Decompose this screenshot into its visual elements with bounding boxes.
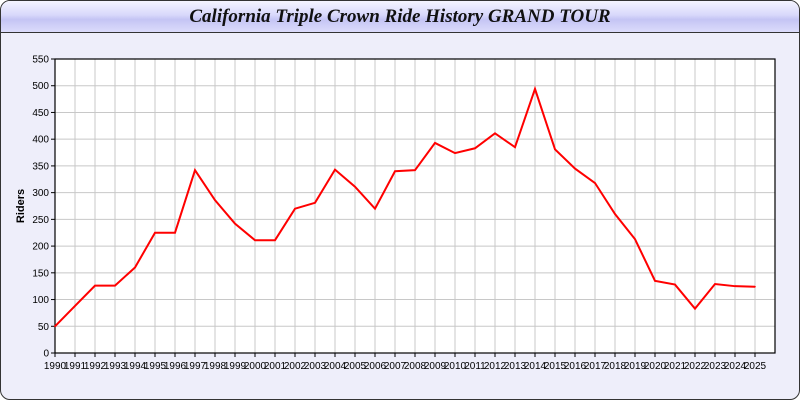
x-tick-label: 1993 [104, 361, 127, 372]
x-tick-label: 2025 [744, 361, 767, 372]
y-tick-label: 50 [38, 322, 50, 333]
y-tick-label: 400 [32, 135, 49, 146]
x-tick-label: 2004 [324, 361, 347, 372]
data-point [194, 169, 196, 171]
y-tick-label: 500 [32, 81, 49, 92]
x-tick-label: 2020 [644, 361, 667, 372]
data-point [414, 169, 416, 171]
data-point [314, 201, 316, 204]
data-point [594, 182, 596, 184]
x-tick-label: 2008 [404, 361, 427, 372]
data-point [274, 239, 276, 242]
data-point [134, 266, 136, 269]
data-point [234, 222, 236, 225]
x-tick-label: 2014 [524, 361, 547, 372]
x-tick-label: 2018 [604, 361, 627, 372]
data-point [694, 307, 696, 310]
x-tick-label: 2017 [584, 361, 607, 372]
data-point [154, 231, 156, 234]
x-tick-label: 2000 [244, 361, 267, 372]
x-tick-label: 2016 [564, 361, 587, 372]
x-tick-label: 2024 [724, 361, 747, 372]
y-tick-label: 100 [32, 295, 49, 306]
x-tick-label: 1991 [64, 361, 87, 372]
x-tick-label: 2019 [624, 361, 647, 372]
data-point [214, 199, 216, 201]
x-tick-label: 1992 [84, 361, 107, 372]
x-tick-label: 2001 [264, 361, 287, 372]
x-tick-label: 1999 [224, 361, 247, 372]
x-tick-label: 1997 [184, 361, 207, 372]
x-tick-label: 2022 [684, 361, 707, 372]
y-tick-label: 200 [32, 242, 49, 253]
x-tick-label: 1994 [124, 361, 147, 372]
y-tick-label: 250 [32, 215, 49, 226]
y-tick-label: 450 [32, 108, 49, 119]
data-point [634, 238, 636, 240]
y-tick-label: 550 [32, 55, 49, 66]
x-tick-label: 1995 [144, 361, 167, 372]
x-tick-label: 2013 [504, 361, 527, 372]
data-point [754, 285, 756, 288]
data-point [474, 147, 476, 150]
x-tick-label: 2007 [384, 361, 407, 372]
data-point [254, 239, 256, 242]
data-point [434, 142, 436, 144]
data-point [294, 207, 296, 210]
x-tick-label: 2006 [364, 361, 387, 372]
data-point [494, 132, 496, 135]
data-point [534, 88, 536, 90]
x-tick-label: 1998 [204, 361, 227, 372]
data-point [714, 283, 716, 285]
x-tick-label: 2021 [664, 361, 687, 372]
data-point [454, 152, 456, 154]
data-point [334, 168, 336, 171]
x-tick-label: 1996 [164, 361, 187, 372]
y-tick-label: 150 [32, 268, 49, 279]
data-point [554, 148, 556, 151]
data-point [174, 231, 176, 234]
data-point [574, 167, 576, 170]
plot-border [54, 58, 776, 354]
x-tick-label: 1990 [44, 361, 67, 372]
series-line [54, 85, 756, 327]
x-tick-label: 2010 [444, 361, 467, 372]
data-point [654, 280, 656, 282]
x-tick-label: 2011 [464, 361, 486, 372]
x-tick-label: 2012 [484, 361, 507, 372]
x-tick-label: 2003 [304, 361, 327, 372]
y-tick-label: 0 [43, 349, 49, 360]
chart-header: California Triple Crown Ride History GRA… [1, 1, 799, 33]
data-point [614, 213, 616, 215]
x-tick-label: 2023 [704, 361, 727, 372]
data-point [674, 283, 676, 286]
data-point [514, 146, 516, 148]
data-point [114, 284, 116, 287]
data-point [374, 207, 376, 210]
data-point [94, 284, 96, 287]
data-point [74, 305, 76, 307]
y-tick-label: 300 [32, 188, 49, 199]
y-tick-label: 350 [32, 161, 49, 172]
chart-title: California Triple Crown Ride History GRA… [189, 6, 611, 27]
data-point [394, 170, 396, 173]
data-point [734, 285, 736, 287]
x-tick-label: 2002 [284, 361, 307, 372]
data-point [54, 325, 56, 328]
x-tick-label: 2005 [344, 361, 367, 372]
data-point [354, 185, 356, 188]
x-tick-label: 2009 [424, 361, 447, 372]
x-tick-label: 2015 [544, 361, 567, 372]
y-axis-label: Riders [15, 189, 27, 223]
